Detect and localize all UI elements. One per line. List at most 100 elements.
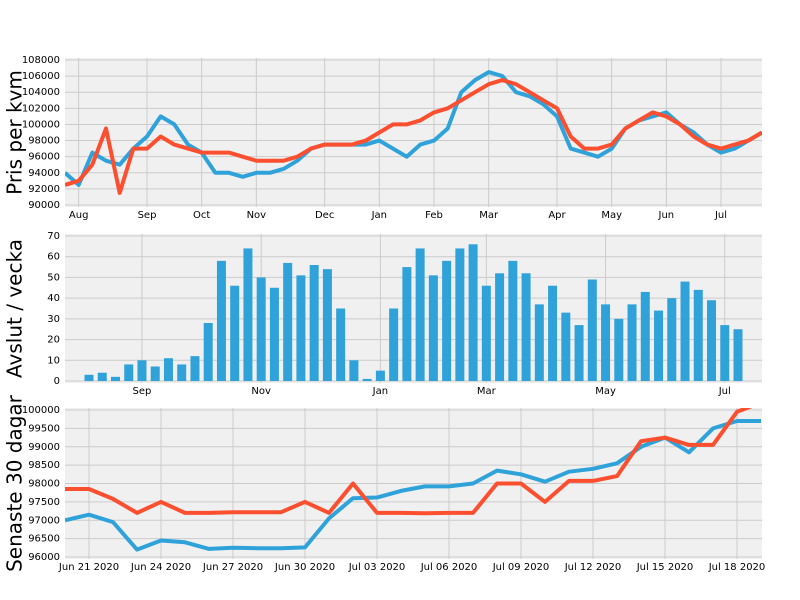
plot-background [65,58,762,207]
bar [720,325,730,381]
y-tick-label: 96500 [28,534,60,545]
x-tick-label: Sep [133,386,152,397]
y-tick-label: 40 [47,293,60,304]
y-tick-label: 108000 [22,55,60,66]
bar [442,260,452,381]
x-tick-label: Aug [69,210,89,221]
y-tick-label: 96000 [28,552,60,563]
x-tick-label: Mar [477,386,497,397]
bar [415,248,425,381]
line [65,419,761,552]
bar [137,360,147,381]
y-tick-label: 92000 [28,184,60,195]
y-axis-label: Senaste 30 dagar [3,394,27,572]
y-tick-label: 100000 [22,405,60,416]
bar [349,360,359,381]
x-tick-label: Oct [193,210,210,221]
x-tick-label: Apr [548,210,566,221]
x-tick-label: Nov [251,386,271,397]
y-tick-label: 104000 [22,87,60,98]
bar [640,291,650,381]
x-tick-label: Jul 12 2020 [564,562,622,573]
bar [614,318,624,381]
y-tick-label: 98000 [28,136,60,147]
bar [375,370,385,381]
y-tick-label: 60 [47,252,60,263]
bar [548,285,558,381]
bar [680,281,690,381]
x-tick-label: Jan [371,210,387,221]
bar [587,279,597,381]
bar [190,356,200,381]
bar [230,285,240,381]
x-tick-label: Jun 30 2020 [274,562,335,573]
y-tick-label: 97500 [28,497,60,508]
x-tick-label: Jun 24 2020 [130,562,191,573]
y-tick-label: 0 [54,376,60,387]
bar [309,265,319,381]
x-tick-label: Jul [718,386,731,397]
y-tick-label: 50 [47,272,60,283]
y-tick-label: 102000 [22,103,60,114]
bar [163,358,173,381]
x-tick-label: Sep [138,210,157,221]
bar [627,304,637,381]
y-tick-label: 20 [47,335,60,346]
line [65,408,753,516]
y-axis-label: Avslut / vecka [3,239,27,378]
bar [468,244,478,381]
bar [84,374,94,381]
bar [256,277,266,381]
bar [402,267,412,381]
bar [110,376,120,381]
y-tick-label: 99500 [28,423,60,434]
x-tick-label: Jan [372,386,388,397]
x-tick-label: Dec [315,210,334,221]
bar [481,285,491,381]
bar [534,304,544,381]
bar [521,273,531,381]
line [65,78,762,195]
x-tick-label: Jun [658,210,675,221]
bar [654,310,664,381]
x-tick-label: Jul 09 2020 [492,562,550,573]
x-tick-label: Jul 03 2020 [348,562,406,573]
bar [693,289,703,381]
bar [495,273,505,381]
y-tick-label: 98500 [28,460,60,471]
x-tick-label: May [595,386,616,397]
bar [150,366,160,381]
bar [269,287,279,381]
y-tick-label: 100000 [22,119,60,130]
bar [177,364,187,381]
bar [707,300,717,381]
bar [283,262,293,381]
y-tick-label: 10 [47,355,60,366]
bar [733,329,743,381]
y-tick-label: 98000 [28,479,60,490]
x-tick-label: May [601,210,622,221]
x-tick-label: Jul 18 2020 [708,562,766,573]
bar [322,269,332,381]
x-tick-label: Jul 06 2020 [420,562,478,573]
bar [97,372,107,381]
bar [203,323,213,381]
bar [389,308,399,381]
bar [667,298,677,381]
x-tick-label: Jun 27 2020 [202,562,263,573]
x-tick-label: Nov [247,210,267,221]
y-tick-label: 97000 [28,515,60,526]
y-tick-label: 90000 [28,200,60,211]
y-tick-label: 94000 [28,168,60,179]
y-tick-label: 99000 [28,442,60,453]
bar [336,308,346,381]
bar [601,304,611,381]
bar [455,248,465,381]
bar [574,325,584,381]
bar [216,260,226,381]
x-tick-label: Jul [714,210,727,221]
bar [296,275,306,381]
x-tick-label: Jun 21 2020 [58,562,119,573]
